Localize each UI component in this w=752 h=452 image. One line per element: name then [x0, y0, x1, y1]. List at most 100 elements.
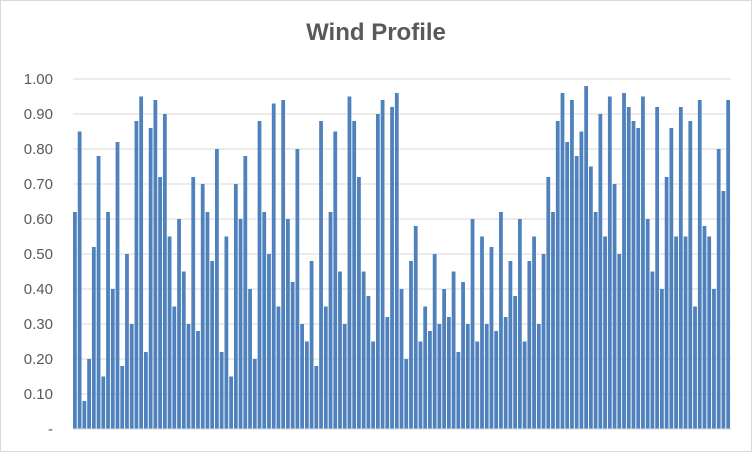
bar	[233, 184, 238, 429]
bar	[674, 236, 678, 429]
bar	[267, 254, 271, 429]
bar	[631, 121, 636, 429]
bar	[304, 341, 309, 429]
bar	[712, 289, 716, 429]
bar	[409, 261, 413, 429]
bar	[191, 177, 196, 429]
bar	[721, 191, 726, 429]
bar	[645, 219, 650, 429]
bar	[328, 212, 333, 429]
bar	[333, 131, 338, 429]
bar	[215, 149, 219, 429]
bar	[158, 177, 162, 429]
bar	[508, 261, 513, 429]
bar	[588, 166, 593, 429]
bar	[641, 96, 645, 429]
bar	[626, 107, 631, 429]
bar	[186, 324, 191, 429]
bar	[489, 247, 494, 429]
bar	[375, 114, 380, 429]
bar	[446, 317, 451, 429]
y-tick-label: 0.90	[24, 106, 53, 123]
bar	[276, 306, 281, 429]
bar	[101, 376, 106, 429]
bar	[390, 107, 394, 429]
bar	[551, 212, 555, 429]
bar	[664, 177, 669, 429]
bar	[442, 289, 447, 429]
bar	[300, 324, 305, 429]
bar	[423, 306, 428, 429]
bar	[636, 128, 641, 429]
bar	[560, 93, 565, 429]
bar	[716, 149, 721, 429]
bar	[357, 177, 361, 429]
bar	[196, 331, 200, 429]
bar	[546, 177, 551, 429]
bar	[319, 121, 323, 429]
bar	[385, 317, 390, 429]
bar	[125, 254, 129, 429]
bar	[579, 131, 584, 429]
bar	[418, 341, 423, 429]
bar	[536, 324, 541, 429]
chart-title: Wind Profile	[306, 19, 446, 46]
bar	[361, 271, 366, 429]
y-tick-label: 0.80	[24, 141, 53, 158]
bar	[148, 128, 153, 429]
bar	[555, 121, 560, 429]
bar	[229, 376, 234, 429]
bar	[522, 341, 527, 429]
bar	[342, 324, 347, 429]
bar	[607, 96, 612, 429]
y-axis-ticks: - 0.10 0.20 0.30 0.40 0.50 0.60 0.70 0.80 0.90 1.0…	[24, 71, 53, 438]
bar	[252, 359, 257, 429]
bar	[129, 324, 134, 429]
bar	[499, 212, 503, 429]
bar	[513, 296, 518, 429]
bar	[366, 296, 371, 429]
y-tick-label: 0.50	[24, 246, 53, 263]
bar	[162, 114, 167, 429]
bar	[527, 261, 532, 429]
y-tick-label: 0.60	[24, 211, 53, 228]
bar	[465, 324, 470, 429]
bar	[683, 236, 688, 429]
bar	[541, 254, 546, 429]
bar	[238, 219, 243, 429]
bar	[380, 100, 385, 429]
bar	[371, 341, 376, 429]
bar	[574, 156, 579, 429]
bar	[669, 128, 674, 429]
bar	[570, 100, 574, 429]
bar	[73, 212, 77, 429]
bar-series	[73, 86, 731, 429]
bar	[153, 100, 158, 429]
bar	[688, 121, 693, 429]
bar	[257, 121, 262, 429]
bar	[503, 317, 508, 429]
bar	[650, 271, 655, 429]
bar	[480, 236, 484, 429]
y-tick-label: 0.40	[24, 281, 53, 298]
bar	[172, 306, 177, 429]
bar	[139, 96, 144, 429]
bar	[82, 401, 87, 429]
bar	[210, 261, 215, 429]
bar	[598, 114, 603, 429]
bar	[200, 184, 205, 429]
bar	[659, 289, 664, 429]
y-tick-label: 0.20	[24, 351, 53, 368]
y-tick-label: 1.00	[24, 71, 53, 88]
bar	[517, 219, 522, 429]
bar	[484, 324, 489, 429]
bar	[309, 261, 314, 429]
bar	[281, 100, 286, 429]
bar	[323, 306, 328, 429]
bar	[655, 107, 660, 429]
bar	[181, 271, 186, 429]
bar	[428, 331, 432, 429]
bar	[106, 212, 110, 429]
